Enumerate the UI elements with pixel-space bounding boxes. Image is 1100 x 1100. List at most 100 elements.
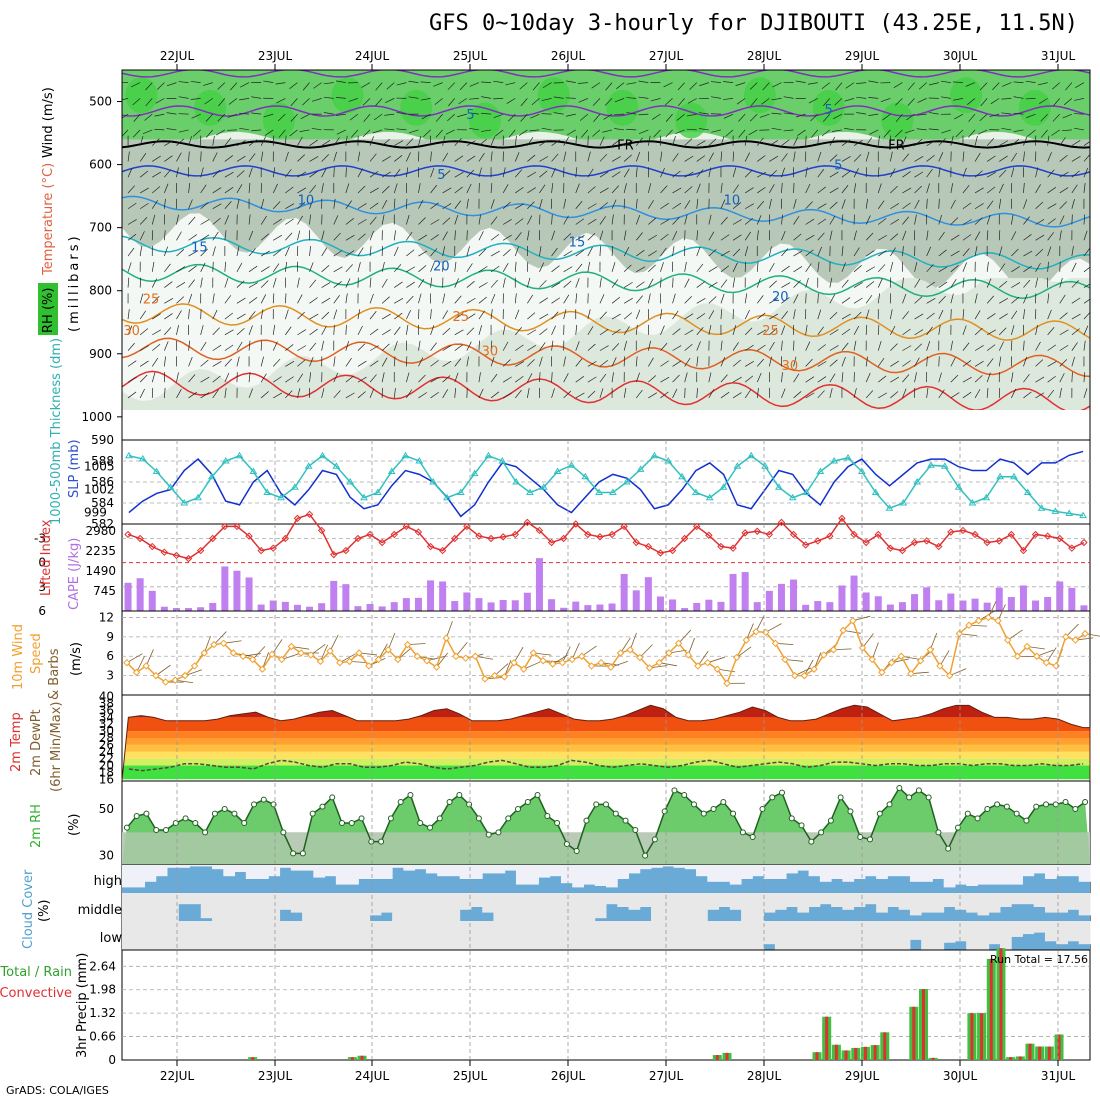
cloud-gap (189, 865, 202, 867)
thickness-marker (152, 467, 161, 474)
wind-barb (599, 202, 608, 210)
wind10-marker (732, 653, 741, 662)
cloud-gap (696, 921, 708, 950)
wind-barb (783, 112, 794, 115)
wind-barb (529, 129, 540, 132)
rh-marker (730, 810, 737, 817)
wind10-barb (184, 669, 203, 676)
wind-barb (699, 82, 709, 87)
wind-barb (877, 293, 881, 304)
cloud-gap (594, 865, 607, 886)
temp-tick-label: 26 (99, 738, 114, 752)
rh-marker (1003, 803, 1010, 810)
wind10-marker (994, 616, 1002, 625)
cloud-gap (741, 893, 753, 921)
wind-barb (127, 376, 137, 383)
wind-barb (757, 329, 767, 336)
wind-barb (822, 113, 831, 122)
wind-barb (853, 311, 862, 320)
wind-barb (756, 137, 764, 146)
wind-barb (239, 112, 250, 115)
wind-barb (865, 281, 875, 288)
wind-barb (1025, 98, 1036, 100)
cloud-level-label: low (100, 931, 123, 946)
wind-barb (708, 282, 718, 288)
cloud-gap (482, 893, 494, 913)
wind-barb (926, 356, 928, 367)
wind-barb (955, 129, 964, 138)
wind-barb (151, 261, 155, 272)
wind-label: Wind (m/s) (41, 87, 56, 158)
cloud-gap (842, 893, 855, 910)
cloud-gap (696, 893, 708, 921)
rh-marker (378, 838, 385, 845)
wind-barb (918, 82, 927, 90)
wind-barb (1083, 247, 1090, 257)
rh-blob (950, 77, 983, 114)
wind-barb (938, 152, 944, 162)
cape-bar (233, 570, 241, 611)
wind-barb (744, 309, 750, 320)
wind-barb (1071, 342, 1078, 351)
precip-convective-bar (931, 1057, 935, 1060)
wind-barb (599, 345, 609, 351)
wind-barb (478, 372, 481, 383)
cape-bar (269, 600, 277, 611)
wind-barb (200, 262, 206, 272)
wind-barb (916, 113, 927, 116)
wind-barb (805, 376, 815, 383)
wind-barb (648, 278, 654, 288)
wind10-marker (829, 646, 838, 654)
wind-barb (623, 312, 632, 320)
wind-barb (756, 358, 765, 367)
thickness-marker (788, 493, 797, 501)
wind-barb (902, 293, 907, 304)
wind-barb (829, 277, 833, 288)
cloud-gap (245, 921, 258, 950)
wind-barb (986, 278, 992, 288)
wind-barb (986, 214, 991, 225)
wind-barb (877, 200, 885, 209)
wind-barb (406, 198, 408, 209)
wind-barb (986, 329, 996, 336)
wind-barb (793, 391, 802, 399)
wind-barb (1035, 201, 1044, 209)
rh-marker (348, 820, 355, 826)
cape-bar (185, 608, 193, 611)
temp-band (122, 765, 1090, 780)
wind-barb (212, 231, 219, 241)
wind-barb (430, 202, 439, 210)
wind-barb (336, 129, 347, 135)
wind-barb (648, 200, 654, 209)
wind-barb (805, 183, 811, 194)
wind-barb (950, 374, 959, 383)
wind10-barb (765, 623, 782, 633)
wind-barb (442, 152, 449, 162)
wind-barb (990, 98, 1000, 105)
wind-barb (333, 324, 335, 335)
wind10-marker (481, 675, 489, 683)
wind-barb (914, 262, 918, 272)
rh-marker (485, 831, 492, 838)
wind-barb (527, 312, 536, 320)
wind10-marker (771, 639, 780, 648)
wind-barb (248, 214, 251, 225)
wind-barb (563, 215, 569, 225)
credit: GrADS: COLA/IGES (6, 1084, 109, 1097)
cloud-gap (842, 865, 855, 882)
wind-barb (381, 329, 391, 336)
wind-barb (890, 309, 893, 320)
wind-barb (1047, 361, 1057, 367)
wind-barb (805, 249, 814, 257)
wind-barb (277, 113, 286, 122)
wind-barb (551, 265, 560, 273)
wind-barb (309, 171, 318, 178)
wind-barb (757, 186, 766, 194)
wind-barb (696, 169, 704, 178)
cape-bar (693, 602, 701, 611)
wind-barb (1035, 249, 1044, 257)
wind-barb (335, 97, 346, 99)
cloud-gap (189, 893, 202, 905)
wind-barb (720, 309, 723, 320)
date-label-bottom: 31JUL (1041, 1069, 1076, 1083)
